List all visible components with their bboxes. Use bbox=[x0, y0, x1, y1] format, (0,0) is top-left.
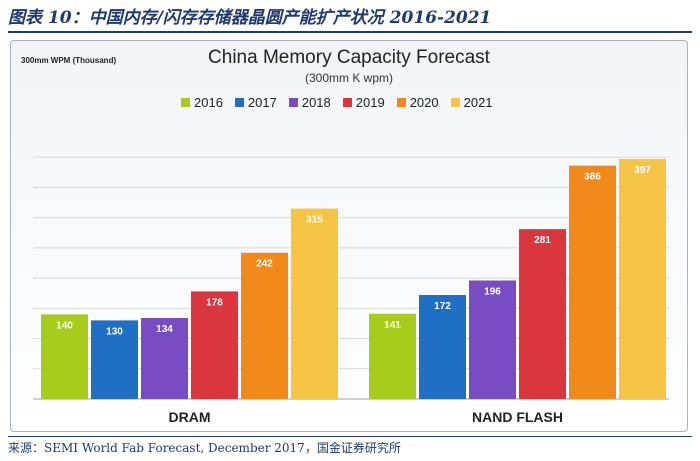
chart-frame: 300mm WPM (Thousand) China Memory Capaci… bbox=[10, 40, 688, 432]
bar-nand-flash-2016 bbox=[369, 313, 416, 399]
legend-label: 2017 bbox=[247, 94, 277, 110]
legend-label: 2019 bbox=[355, 94, 385, 110]
data-label: 130 bbox=[106, 326, 123, 337]
legend-label: 2020 bbox=[409, 94, 439, 110]
data-label: 141 bbox=[384, 320, 401, 331]
legend-item-2018: 2018 bbox=[288, 94, 331, 110]
legend-swatch bbox=[288, 97, 298, 107]
bar-dram-2021 bbox=[291, 208, 338, 399]
category-label: NAND FLASH bbox=[472, 409, 563, 425]
bar-dram-2019 bbox=[191, 291, 238, 399]
figure-caption: 图表 10：中国内存/闪存存储器晶圆产能扩产状况 2016-2021 bbox=[8, 5, 692, 33]
legend-item-2019: 2019 bbox=[342, 94, 385, 110]
legend-label: 2021 bbox=[463, 94, 493, 110]
legend-swatch bbox=[450, 97, 460, 107]
unit-label: 300mm WPM (Thousand) bbox=[21, 56, 117, 65]
data-label: 134 bbox=[156, 324, 173, 335]
bar-nand-flash-2018 bbox=[469, 280, 516, 399]
data-label: 386 bbox=[584, 172, 601, 183]
data-label: 196 bbox=[484, 287, 501, 298]
chart-legend: 2016 2017 2018 2019 2020 2021 bbox=[181, 94, 505, 110]
bar-nand-flash-2021 bbox=[619, 159, 666, 399]
chart-title: China Memory Capacity Forecast bbox=[208, 47, 490, 68]
legend-swatch bbox=[342, 97, 352, 107]
legend-item-2017: 2017 bbox=[234, 94, 277, 110]
legend-item-2021: 2021 bbox=[450, 94, 493, 110]
data-label: 140 bbox=[56, 320, 73, 331]
legend-item-2016: 2016 bbox=[181, 95, 223, 110]
data-label: 172 bbox=[434, 301, 451, 312]
legend-swatch bbox=[181, 97, 190, 107]
bar-dram-2016 bbox=[41, 314, 88, 399]
data-label: 397 bbox=[634, 165, 651, 176]
bar-plot: 140 130 134 178 242 315 DRAM 141 172 196 281 386 397… bbox=[33, 156, 669, 425]
bar-nand-flash-2017 bbox=[419, 295, 466, 399]
data-label: 281 bbox=[534, 235, 551, 246]
chart-subtitle: (300mm K wpm) bbox=[304, 71, 393, 85]
bar-nand-flash-2020 bbox=[569, 165, 616, 399]
bar-dram-2018 bbox=[141, 317, 188, 399]
legend-swatch bbox=[234, 97, 244, 107]
legend-item-2020: 2020 bbox=[396, 94, 439, 110]
bar-nand-flash-2019 bbox=[519, 229, 566, 399]
data-label: 178 bbox=[206, 297, 223, 308]
data-label: 315 bbox=[306, 215, 323, 226]
bar-dram-2020 bbox=[241, 252, 288, 399]
legend-label: 2016 bbox=[194, 94, 223, 110]
data-label: 242 bbox=[256, 259, 273, 270]
category-label: DRAM bbox=[169, 409, 211, 425]
legend-label: 2018 bbox=[301, 94, 331, 110]
source-note: 来源：SEMI World Fab Forecast, December 201… bbox=[8, 436, 692, 459]
bar-dram-2017 bbox=[91, 320, 138, 399]
legend-swatch bbox=[396, 97, 406, 107]
